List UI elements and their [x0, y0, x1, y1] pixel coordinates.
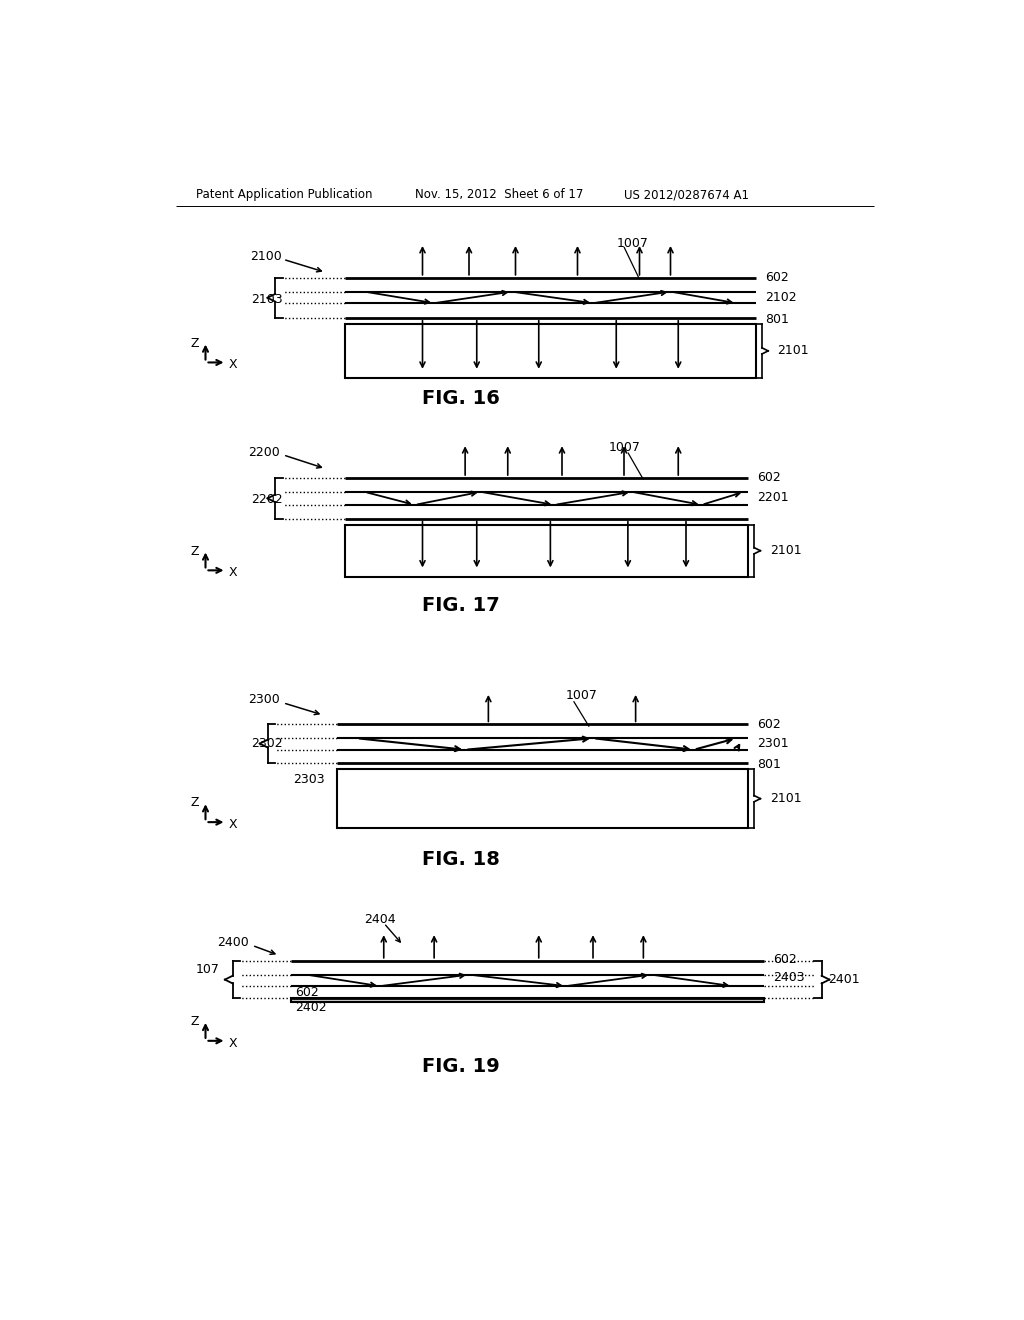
Text: 801: 801 [765, 313, 788, 326]
Text: 2101: 2101 [770, 792, 802, 805]
Text: 2103: 2103 [251, 293, 283, 306]
Bar [291, 998, 764, 1002]
Text: 1007: 1007 [616, 236, 648, 249]
Text: Z: Z [190, 796, 200, 809]
Text: 2100: 2100 [251, 251, 283, 264]
Text: 1007: 1007 [566, 689, 598, 702]
Text: 2303: 2303 [293, 774, 325, 787]
Text: 2402: 2402 [295, 1001, 327, 1014]
Text: Patent Application Publication: Patent Application Publication [197, 187, 373, 201]
Text: X: X [228, 1036, 238, 1049]
Text: FIG. 18: FIG. 18 [422, 850, 500, 869]
Text: Z: Z [190, 1015, 200, 1028]
Bar [345, 323, 756, 378]
Text: 2300: 2300 [248, 693, 280, 706]
Text: 2101: 2101 [777, 345, 809, 358]
Text: 602: 602 [758, 471, 781, 484]
Text: 2302: 2302 [251, 737, 283, 750]
Text: Nov. 15, 2012  Sheet 6 of 17: Nov. 15, 2012 Sheet 6 of 17 [415, 187, 583, 201]
Text: 2404: 2404 [365, 912, 396, 925]
Text: 2201: 2201 [758, 491, 788, 504]
Text: X: X [228, 818, 238, 832]
Text: 1007: 1007 [608, 441, 640, 454]
Text: 2401: 2401 [827, 973, 859, 986]
Text: 602: 602 [773, 953, 797, 966]
Text: 2400: 2400 [217, 936, 249, 949]
Text: 2102: 2102 [765, 290, 797, 304]
Text: 801: 801 [758, 758, 781, 771]
Text: Z: Z [190, 337, 200, 350]
Text: 107: 107 [196, 964, 219, 977]
Text: 602: 602 [295, 986, 318, 999]
Text: 602: 602 [765, 271, 788, 284]
Text: FIG. 16: FIG. 16 [422, 389, 500, 408]
Text: 2301: 2301 [758, 737, 788, 750]
Text: 2202: 2202 [251, 492, 283, 506]
Bar [345, 525, 748, 577]
Text: X: X [228, 566, 238, 579]
Text: X: X [228, 358, 238, 371]
Text: Z: Z [190, 545, 200, 557]
Text: 2101: 2101 [770, 544, 802, 557]
Text: US 2012/0287674 A1: US 2012/0287674 A1 [624, 187, 749, 201]
Text: FIG. 19: FIG. 19 [422, 1057, 500, 1076]
Bar [337, 770, 748, 829]
Text: 2403: 2403 [773, 972, 805, 985]
Text: FIG. 17: FIG. 17 [422, 597, 500, 615]
Text: 2200: 2200 [248, 446, 280, 459]
Text: 602: 602 [758, 718, 781, 731]
